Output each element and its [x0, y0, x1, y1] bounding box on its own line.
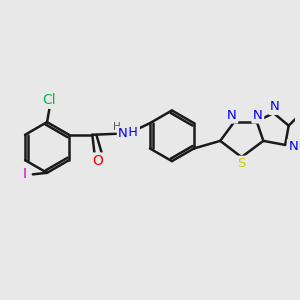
Text: NH: NH — [120, 126, 138, 139]
Text: H: H — [113, 122, 121, 132]
Text: N: N — [253, 109, 262, 122]
Text: I: I — [22, 167, 26, 181]
Text: N: N — [288, 140, 298, 154]
Text: O: O — [92, 154, 103, 168]
Text: Cl: Cl — [43, 93, 56, 107]
Text: S: S — [237, 157, 246, 170]
Text: N: N — [227, 109, 237, 122]
Text: N: N — [270, 100, 279, 113]
Text: N: N — [118, 127, 128, 140]
